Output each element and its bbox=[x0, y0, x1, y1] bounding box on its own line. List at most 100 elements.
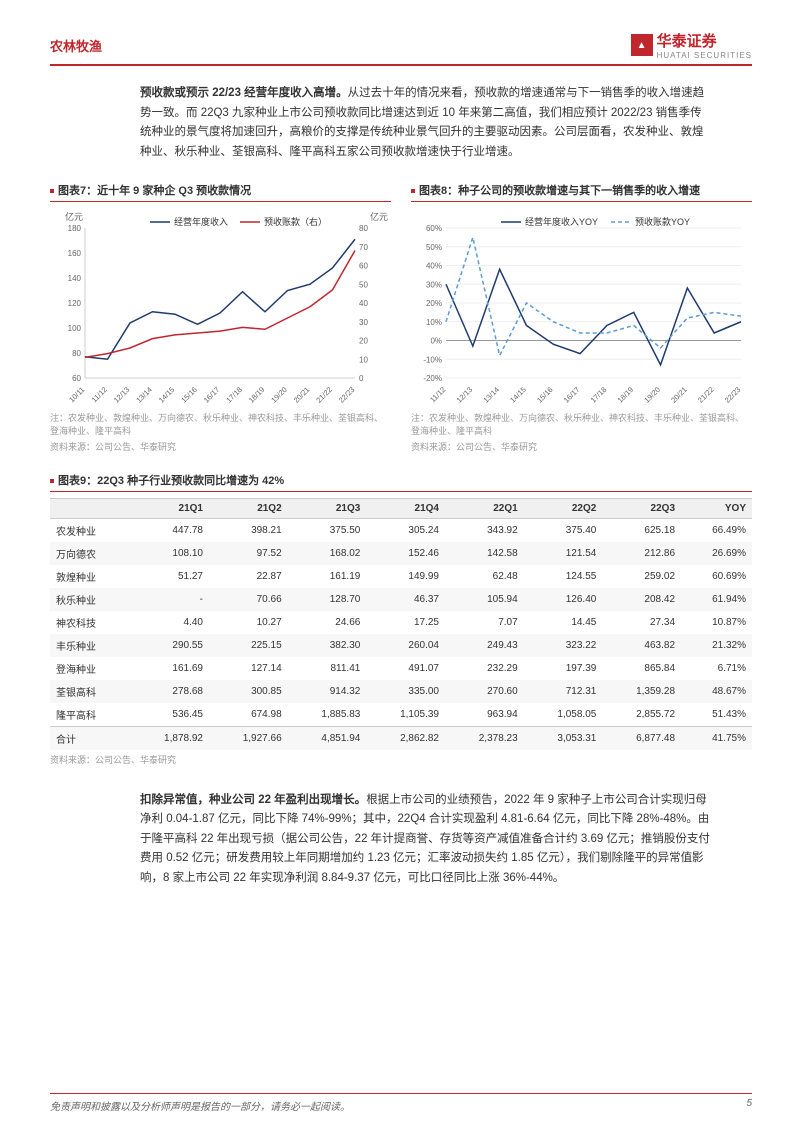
svg-text:-10%: -10% bbox=[423, 355, 442, 364]
chart8-title: 图表8：种子公司的预收款增速与其下一销售季的收入增速 bbox=[411, 182, 752, 202]
svg-text:120: 120 bbox=[68, 299, 82, 308]
table-row: 丰乐种业290.55225.15382.30260.04249.43323.22… bbox=[50, 634, 752, 657]
svg-text:亿元: 亿元 bbox=[370, 211, 388, 222]
table-title: 图表9：22Q3 种子行业预收款同比增速为 42% bbox=[50, 472, 752, 492]
svg-text:21/22: 21/22 bbox=[314, 385, 334, 405]
svg-text:70: 70 bbox=[359, 243, 368, 252]
table-row: 隆平高科536.45674.981,885.831,105.39963.941,… bbox=[50, 703, 752, 727]
svg-text:15/16: 15/16 bbox=[179, 385, 199, 405]
svg-text:12/13: 12/13 bbox=[455, 385, 475, 405]
svg-text:11/12: 11/12 bbox=[428, 385, 447, 404]
svg-text:40: 40 bbox=[359, 299, 368, 308]
svg-text:17/18: 17/18 bbox=[589, 385, 609, 405]
col-header: 21Q1 bbox=[130, 498, 209, 518]
svg-text:亿元: 亿元 bbox=[65, 211, 83, 222]
svg-text:20: 20 bbox=[359, 337, 368, 346]
svg-text:22/23: 22/23 bbox=[337, 385, 357, 405]
svg-text:140: 140 bbox=[68, 274, 82, 283]
svg-text:60: 60 bbox=[359, 262, 368, 271]
chart-7: 图表7：近十年 9 家种企 Q3 预收款情况 60801001201401601… bbox=[50, 182, 391, 454]
svg-text:20/21: 20/21 bbox=[292, 385, 312, 405]
col-header: 22Q3 bbox=[602, 498, 681, 518]
svg-text:0%: 0% bbox=[430, 337, 442, 346]
table-row: 万向德农108.1097.52168.02152.46142.58121.542… bbox=[50, 542, 752, 565]
svg-text:60: 60 bbox=[72, 374, 81, 383]
company-sub: HUATAI SECURITIES bbox=[657, 51, 752, 60]
table-row: 敦煌种业51.2722.87161.19149.9962.48124.55259… bbox=[50, 565, 752, 588]
svg-text:16/17: 16/17 bbox=[562, 385, 582, 405]
col-header: 21Q2 bbox=[209, 498, 288, 518]
table-row: 神农科技4.4010.2724.6617.257.0714.4527.3410.… bbox=[50, 611, 752, 634]
page-header: 农林牧渔 ▲ 华泰证券 HUATAI SECURITIES bbox=[50, 30, 752, 66]
svg-text:10: 10 bbox=[359, 355, 368, 364]
svg-text:21/22: 21/22 bbox=[696, 385, 716, 405]
table-row: 荃银高科278.68300.85914.32335.00270.60712.31… bbox=[50, 680, 752, 703]
table-row: 登海种业161.69127.14811.41491.07232.29197.39… bbox=[50, 657, 752, 680]
svg-text:经营年度收入: 经营年度收入 bbox=[174, 216, 228, 227]
data-table: 21Q121Q221Q321Q422Q122Q222Q3YOY 农发种业447.… bbox=[50, 498, 752, 750]
chart7-note: 注：农发种业、敦煌种业、万向德农、秋乐种业、神农科技、丰乐种业、荃银高科、登海种… bbox=[50, 412, 391, 437]
svg-text:18/19: 18/19 bbox=[615, 385, 635, 405]
svg-text:0: 0 bbox=[359, 374, 364, 383]
svg-text:经营年度收入YOY: 经营年度收入YOY bbox=[525, 216, 598, 227]
table-src: 资料来源：公司公告、华泰研究 bbox=[50, 754, 752, 767]
chart7-svg: 608010012014016018001020304050607080亿元亿元… bbox=[50, 208, 390, 408]
svg-text:100: 100 bbox=[68, 324, 82, 333]
chart-8: 图表8：种子公司的预收款增速与其下一销售季的收入增速 -20% -10% 0% 10%… bbox=[411, 182, 752, 454]
table-9: 图表9：22Q3 种子行业预收款同比增速为 42% 21Q121Q221Q321… bbox=[50, 472, 752, 767]
svg-text:60%: 60% bbox=[426, 224, 442, 233]
svg-text:20%: 20% bbox=[426, 299, 442, 308]
svg-text:10/11: 10/11 bbox=[67, 385, 86, 404]
svg-text:16/17: 16/17 bbox=[202, 385, 222, 405]
svg-text:20/21: 20/21 bbox=[669, 385, 689, 405]
svg-text:30%: 30% bbox=[426, 280, 442, 289]
svg-text:14/15: 14/15 bbox=[508, 385, 528, 405]
brand-logo: ▲ 华泰证券 HUATAI SECURITIES bbox=[631, 30, 752, 60]
svg-text:80: 80 bbox=[359, 224, 368, 233]
col-header bbox=[50, 498, 130, 518]
svg-text:30: 30 bbox=[359, 318, 368, 327]
svg-text:18/19: 18/19 bbox=[247, 385, 267, 405]
svg-text:19/20: 19/20 bbox=[269, 385, 289, 405]
svg-text:22/23: 22/23 bbox=[723, 385, 743, 405]
table-row: 农发种业447.78398.21375.50305.24343.92375.40… bbox=[50, 518, 752, 542]
col-header: 21Q3 bbox=[288, 498, 367, 518]
table-row: 合计1,878.921,927.664,851.942,862.822,378.… bbox=[50, 726, 752, 750]
page-footer: 免责声明和披露以及分析师声明是报告的一部分，请务必一起阅读。 5 bbox=[50, 1093, 752, 1113]
company-name: 华泰证券 bbox=[657, 30, 752, 51]
svg-text:12/13: 12/13 bbox=[112, 385, 132, 405]
chart8-src: 资料来源：公司公告、华泰研究 bbox=[411, 441, 752, 454]
chart8-svg: -20% -10% 0% 10% 20% 30% 40% 50% 60% 11/12 12/13 13… bbox=[411, 208, 751, 408]
svg-text:15/16: 15/16 bbox=[535, 385, 555, 405]
page-number: 5 bbox=[746, 1098, 752, 1113]
col-header: 22Q1 bbox=[445, 498, 524, 518]
svg-text:14/15: 14/15 bbox=[157, 385, 177, 405]
svg-text:预收账款（右）: 预收账款（右） bbox=[264, 216, 327, 227]
table-row: 秋乐种业-70.66128.7046.37105.94126.40208.426… bbox=[50, 588, 752, 611]
svg-text:50%: 50% bbox=[426, 243, 442, 252]
svg-text:10%: 10% bbox=[426, 318, 442, 327]
chart7-title: 图表7：近十年 9 家种企 Q3 预收款情况 bbox=[50, 182, 391, 202]
disclaimer: 免责声明和披露以及分析师声明是报告的一部分，请务必一起阅读。 bbox=[50, 1098, 350, 1113]
svg-text:13/14: 13/14 bbox=[481, 385, 501, 405]
chart7-src: 资料来源：公司公告、华泰研究 bbox=[50, 441, 391, 454]
svg-text:17/18: 17/18 bbox=[224, 385, 244, 405]
paragraph-2: 扣除异常值，种业公司 22 年盈利出现增长。根据上市公司的业绩预告，2022 年… bbox=[50, 791, 752, 889]
section-label: 农林牧渔 bbox=[50, 36, 102, 55]
col-header: YOY bbox=[681, 498, 752, 518]
svg-text:预收账款YOY: 预收账款YOY bbox=[635, 216, 690, 227]
svg-text:13/14: 13/14 bbox=[134, 385, 154, 405]
col-header: 21Q4 bbox=[366, 498, 445, 518]
svg-text:40%: 40% bbox=[426, 262, 442, 271]
svg-text:19/20: 19/20 bbox=[642, 385, 662, 405]
svg-text:-20%: -20% bbox=[423, 374, 442, 383]
paragraph-1: 预收款或预示 22/23 经营年度收入高增。从过去十年的情况来看，预收款的增速通… bbox=[50, 84, 752, 162]
svg-text:11/12: 11/12 bbox=[90, 385, 109, 404]
svg-text:160: 160 bbox=[68, 249, 82, 258]
chart8-note: 注：农发种业、敦煌种业、万向德农、秋乐种业、神农科技、丰乐种业、荃银高科、登海种… bbox=[411, 412, 752, 437]
svg-text:180: 180 bbox=[68, 224, 82, 233]
svg-text:80: 80 bbox=[72, 349, 81, 358]
logo-icon: ▲ bbox=[631, 34, 653, 56]
col-header: 22Q2 bbox=[524, 498, 603, 518]
svg-text:50: 50 bbox=[359, 280, 368, 289]
